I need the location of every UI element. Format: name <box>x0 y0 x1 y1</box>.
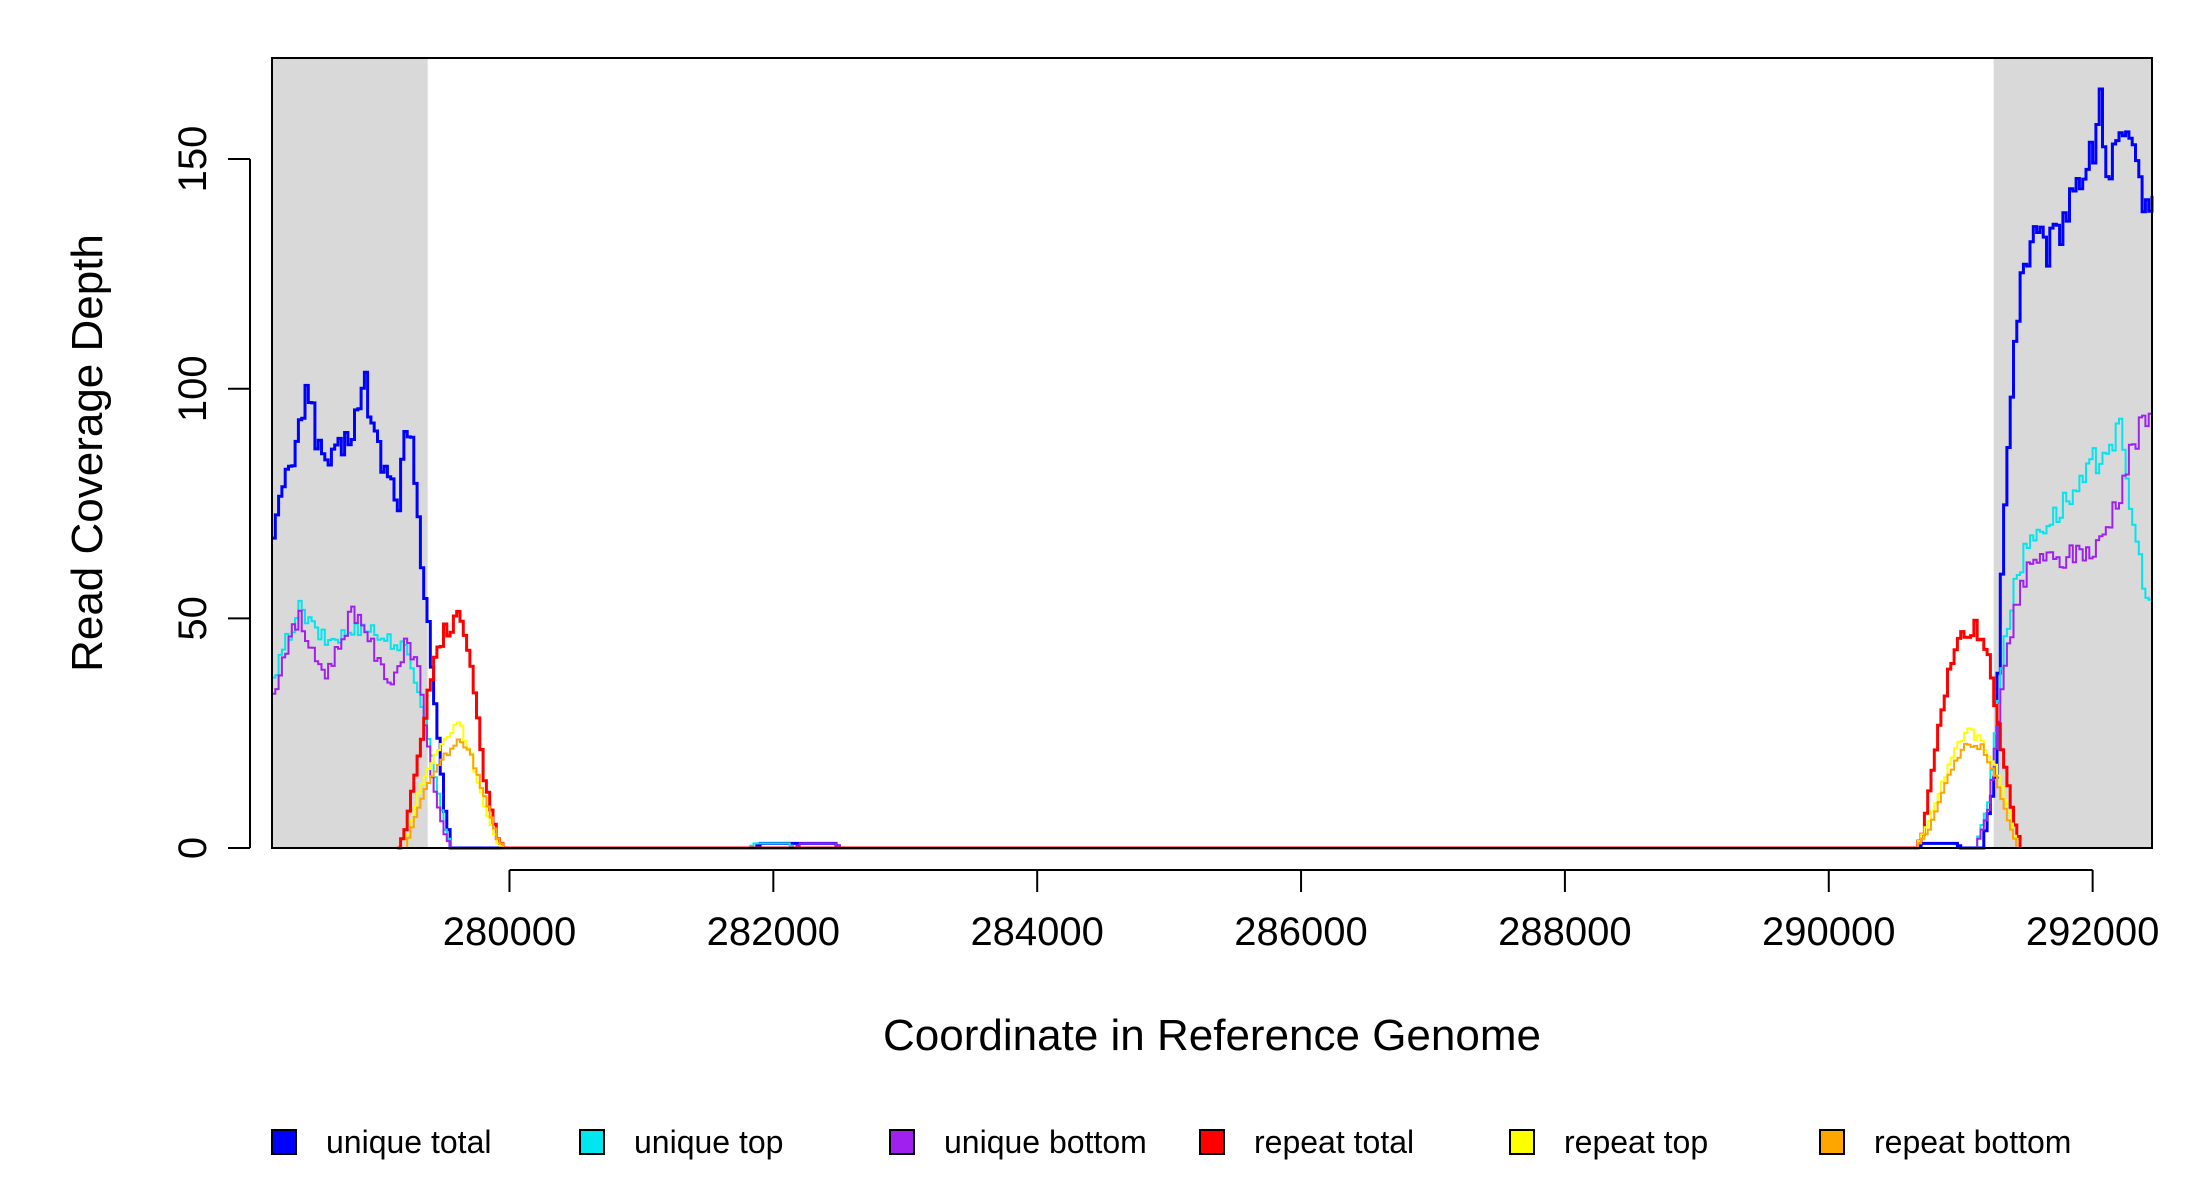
series-line-unique-bottom <box>272 412 2153 849</box>
shaded-regions <box>272 58 2152 848</box>
x-axis: 280000 282000 284000 286000 288000 290000 2920… <box>443 869 2159 954</box>
legend-swatch <box>1199 1129 1225 1155</box>
legend-swatch <box>271 1129 297 1155</box>
legend-swatch <box>889 1129 915 1155</box>
series-line-unique-total <box>272 87 2154 850</box>
shaded-region-0 <box>272 58 428 848</box>
legend-swatch <box>1819 1129 1845 1155</box>
x-tick-label-290000: 290000 <box>1762 910 1895 954</box>
legend-label: unique top <box>634 1124 783 1160</box>
y-axis-title: Read Coverage Depth <box>63 234 112 672</box>
plot-frame <box>271 57 2153 849</box>
series-lines <box>272 87 2154 850</box>
series-line-repeat-top <box>403 721 2018 849</box>
legend-item-unique-top: unique top <box>579 1124 783 1160</box>
series-line-repeat-total <box>397 609 2022 850</box>
series-line-unique-top <box>272 417 2153 849</box>
series-line-repeat-bottom <box>272 738 2152 849</box>
legend-swatch <box>579 1129 605 1155</box>
legend-label: unique bottom <box>944 1124 1147 1160</box>
y-tick-label-150: 150 <box>171 126 215 193</box>
y-tick-label-100: 100 <box>171 355 215 422</box>
legend-item-unique-bottom: unique bottom <box>889 1124 1147 1160</box>
x-tick-label-282000: 282000 <box>707 910 840 954</box>
legend-swatch <box>1509 1129 1535 1155</box>
legend-item-repeat-top: repeat top <box>1509 1124 1708 1160</box>
y-axis: 0 50 100 150 <box>171 126 251 859</box>
x-tick-label-286000: 286000 <box>1234 910 1367 954</box>
y-tick-label-50: 50 <box>171 596 215 641</box>
y-tick-label-0: 0 <box>171 837 215 859</box>
x-tick-label-284000: 284000 <box>970 910 1103 954</box>
x-tick-label-292000: 292000 <box>2026 910 2159 954</box>
legend-label: repeat bottom <box>1874 1124 2071 1160</box>
legend-label: unique total <box>326 1124 491 1160</box>
legend-label: repeat total <box>1254 1124 1414 1160</box>
legend-label: repeat top <box>1564 1124 1708 1160</box>
legend-item-unique-total: unique total <box>271 1124 491 1160</box>
legend: unique total unique top unique bottom repea… <box>271 1124 2071 1160</box>
x-tick-label-288000: 288000 <box>1498 910 1631 954</box>
legend-item-repeat-bottom: repeat bottom <box>1819 1124 2071 1160</box>
x-axis-title: Coordinate in Reference Genome <box>883 1011 1541 1060</box>
x-tick-label-280000: 280000 <box>443 910 576 954</box>
legend-item-repeat-total: repeat total <box>1199 1124 1414 1160</box>
